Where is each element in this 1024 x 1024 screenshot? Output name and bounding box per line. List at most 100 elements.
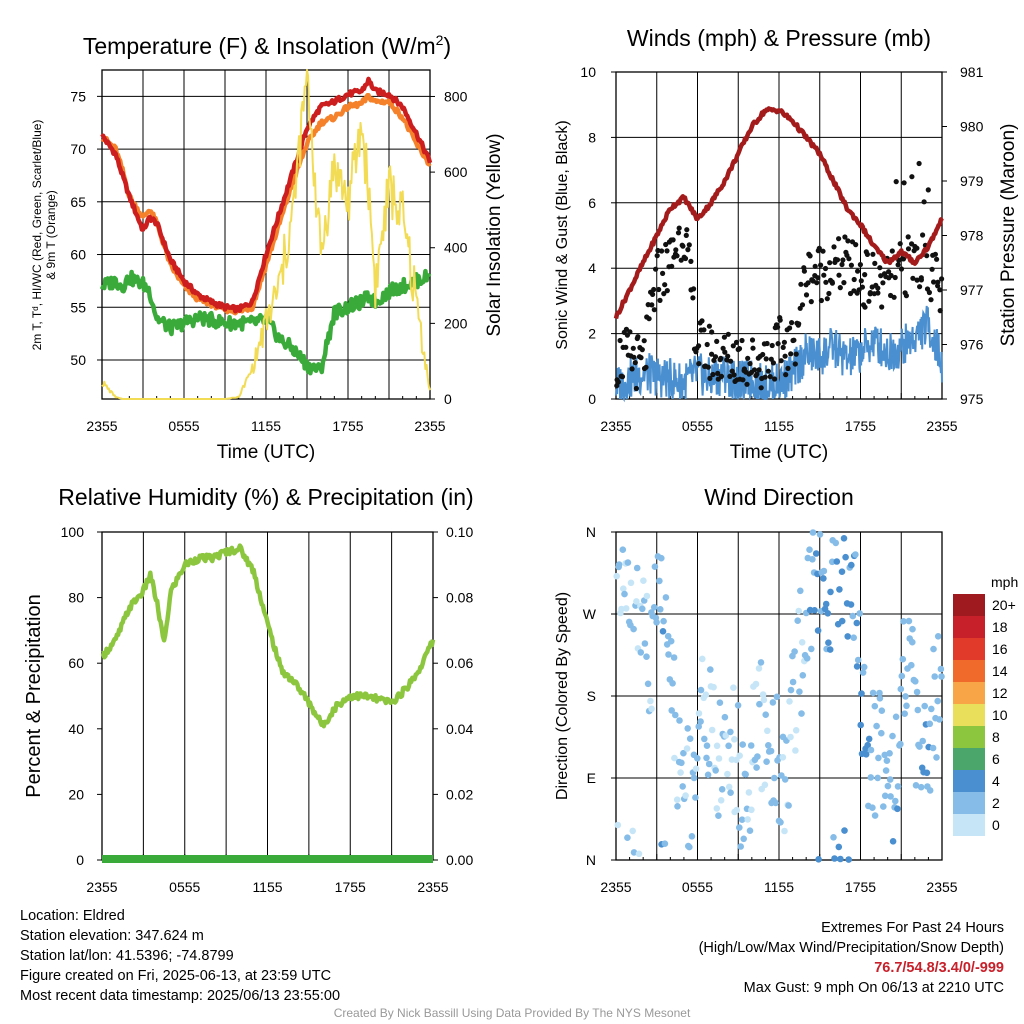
direction-point: [755, 665, 763, 672]
direction-point: [894, 805, 901, 813]
direction-point: [799, 672, 807, 679]
gust-point: [680, 243, 686, 249]
gust-point: [826, 290, 832, 297]
direction-point: [873, 722, 880, 730]
gust-point: [937, 308, 943, 314]
gust-point: [682, 255, 689, 262]
direction-point: [713, 805, 721, 812]
direction-point: [796, 688, 803, 695]
y-tick-label: 20: [68, 786, 84, 802]
direction-point: [686, 843, 693, 851]
gust-point: [864, 251, 871, 257]
gust-point: [820, 248, 826, 254]
title-end: ): [443, 33, 451, 59]
direction-point: [934, 697, 941, 705]
title-superscript: 2: [436, 32, 444, 48]
gust-point: [669, 263, 675, 269]
direction-point: [639, 605, 646, 613]
y-right-tick-label: 0.10: [446, 524, 473, 540]
direction-point: [653, 619, 660, 626]
gust-point: [814, 280, 820, 286]
gust-point: [853, 242, 859, 248]
direction-point: [806, 546, 813, 553]
direction-point: [694, 755, 701, 762]
gust-point: [638, 355, 644, 361]
gust-point: [718, 355, 724, 361]
humidity-panel: 2355 0555 1155 1755 23550204060801000.000.02…: [23, 484, 474, 895]
direction-point: [718, 786, 726, 793]
direction-point: [838, 617, 846, 625]
direction-point: [641, 640, 649, 647]
y-right-tick-label: 978: [960, 228, 984, 244]
y-tick-label: W: [583, 606, 597, 622]
direction-point: [908, 661, 915, 669]
direction-point: [857, 721, 864, 729]
gust-point: [803, 292, 810, 298]
direction-point: [627, 579, 635, 587]
direction-point: [643, 592, 651, 600]
direction-point: [695, 723, 702, 730]
gust-point: [793, 351, 799, 357]
direction-point: [929, 744, 937, 752]
direction-point: [752, 680, 760, 688]
y-tick-label: 100: [61, 524, 85, 540]
y-right-axis-label: Station Pressure (Maroon): [998, 124, 1019, 347]
gust-point: [673, 247, 679, 253]
gust-point: [661, 291, 667, 297]
direction-point: [682, 792, 689, 799]
direction-point: [710, 683, 717, 691]
direction-point: [921, 702, 928, 710]
direction-point: [845, 856, 852, 863]
gust-point: [704, 341, 710, 348]
direction-point: [679, 783, 686, 790]
gust-point: [916, 160, 922, 167]
x-tick-label: 2355: [86, 879, 117, 895]
direction-point: [803, 655, 811, 662]
gust-point: [664, 288, 670, 294]
direction-point: [773, 693, 781, 701]
direction-point: [680, 749, 687, 757]
direction-point: [850, 634, 857, 641]
legend-swatch: [953, 594, 985, 616]
gust-point: [909, 174, 915, 180]
gust-point: [831, 244, 837, 250]
direction-point: [876, 695, 884, 702]
direction-point: [633, 598, 640, 605]
gust-point: [937, 287, 943, 293]
direction-point: [840, 535, 848, 542]
direction-point: [697, 718, 704, 725]
gust-point: [730, 343, 736, 349]
direction-point: [721, 713, 729, 721]
gust-point: [805, 280, 811, 286]
direction-point: [865, 735, 873, 743]
direction-point: [771, 774, 778, 782]
legend-swatch: [953, 704, 985, 726]
gust-point: [788, 351, 794, 357]
direction-point: [903, 702, 910, 710]
direction-point: [880, 803, 887, 810]
direction-point: [926, 720, 934, 728]
direction-point: [878, 707, 886, 714]
direction-point: [808, 645, 815, 653]
gust-point: [684, 227, 690, 233]
y-tick-label: 6: [588, 195, 596, 211]
gust-point: [751, 367, 758, 373]
direction-point: [697, 686, 705, 694]
direction-point: [733, 806, 740, 814]
direction-point: [725, 783, 733, 791]
y-right-tick-label: 0.08: [446, 590, 473, 606]
direction-point: [854, 656, 862, 664]
gust-point: [728, 358, 734, 364]
direction-point: [815, 856, 822, 863]
y-right-tick-label: 976: [960, 337, 984, 353]
legend-swatch: [953, 792, 985, 814]
extremes-info: Extremes For Past 24 Hours (High/Low/Max…: [699, 918, 1004, 998]
direction-point: [909, 638, 916, 646]
legend-swatch: [953, 638, 985, 660]
gust-point: [892, 274, 898, 281]
direction-point: [787, 733, 794, 741]
gust-point: [787, 325, 793, 331]
y-tick-label: 4: [588, 260, 596, 276]
direction-point: [792, 747, 799, 754]
direction-point: [820, 575, 827, 582]
